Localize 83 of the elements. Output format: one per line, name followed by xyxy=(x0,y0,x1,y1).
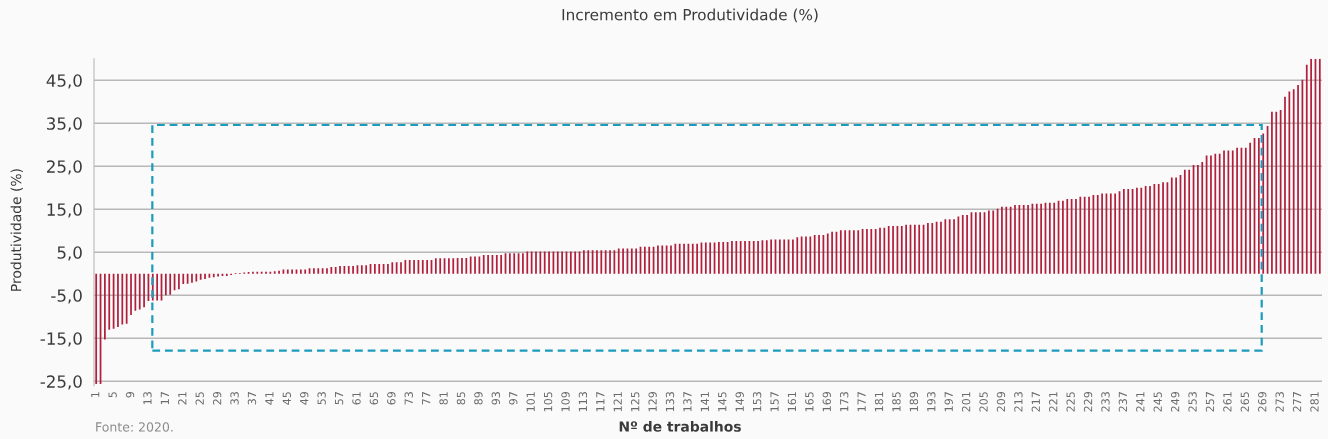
x-tick-label: 229 xyxy=(1083,391,1093,412)
x-tick-label: 185 xyxy=(892,392,901,412)
x-tick-label: 61 xyxy=(352,392,361,405)
y-tick-label: 15,0 xyxy=(47,203,82,218)
x-tick-label: 245 xyxy=(1153,392,1162,412)
x-tick-label: 73 xyxy=(404,392,413,405)
y-tick-label: -15,0 xyxy=(40,332,82,347)
x-tick-label: 141 xyxy=(700,392,709,412)
x-tick-label: 269 xyxy=(1258,391,1267,412)
x-tick-label: 257 xyxy=(1205,392,1215,412)
x-tick-label: 137 xyxy=(683,392,692,412)
x-tick-label: 93 xyxy=(491,392,501,405)
x-tick-label: 277 xyxy=(1292,392,1302,412)
x-tick-label: 149 xyxy=(735,391,744,412)
x-axis-title: Nº de trabalhos xyxy=(619,421,741,432)
x-tick-label: 105 xyxy=(543,392,553,412)
x-tick-label: 189 xyxy=(909,391,919,412)
x-tick-label: 33 xyxy=(230,392,239,405)
chart-title: Incremento em Produtividade (%) xyxy=(562,8,818,23)
y-tick-label: 35,0 xyxy=(47,117,82,132)
x-tick-label: 169 xyxy=(822,391,831,412)
x-tick-label: 205 xyxy=(979,392,988,412)
source-note: Fonte: 2020. xyxy=(96,422,173,432)
x-tick-label: 145 xyxy=(718,392,727,412)
x-tick-label: 249 xyxy=(1170,391,1180,412)
y-axis-title: Produtividade (%) xyxy=(10,169,23,291)
x-tick-label: 193 xyxy=(927,392,936,412)
x-tick-label: 177 xyxy=(857,392,866,412)
x-tick-label: 281 xyxy=(1310,392,1319,412)
x-tick-label: 17 xyxy=(160,392,169,405)
x-tick-label: 41 xyxy=(265,392,274,405)
x-tick-label: 13 xyxy=(143,392,152,405)
x-tick-label: 53 xyxy=(317,392,326,405)
x-tick-label: 29 xyxy=(212,391,222,405)
x-tick-label: 125 xyxy=(630,392,640,412)
x-tick-label: 213 xyxy=(1014,392,1023,412)
x-tick-label: 225 xyxy=(1066,392,1075,412)
x-tick-label: 233 xyxy=(1101,392,1110,412)
y-tick-label: 5,0 xyxy=(57,246,82,261)
x-tick-label: 101 xyxy=(526,392,535,412)
x-tick-label: 97 xyxy=(509,392,518,405)
x-tick-label: 109 xyxy=(561,391,570,412)
x-tick-label: 237 xyxy=(1118,392,1128,412)
x-tick-label: 261 xyxy=(1223,392,1232,412)
x-tick-label: 253 xyxy=(1188,392,1197,412)
x-tick-label: 45 xyxy=(282,392,291,405)
x-tick-label: 121 xyxy=(613,392,622,412)
x-tick-label: 221 xyxy=(1049,392,1058,412)
x-tick-label: 201 xyxy=(961,392,971,412)
x-tick-label: 181 xyxy=(874,392,884,412)
x-tick-label: 69 xyxy=(387,391,396,405)
x-tick-label: 209 xyxy=(996,391,1006,412)
x-tick-label: 165 xyxy=(805,392,814,412)
x-tick-label: 157 xyxy=(770,392,779,412)
x-tick-label: 117 xyxy=(596,392,605,412)
x-tick-label: 173 xyxy=(839,392,849,412)
x-tick-label: 113 xyxy=(578,392,588,412)
x-tick-label: 37 xyxy=(247,392,257,405)
x-tick-label: 81 xyxy=(439,392,448,405)
x-tick-label: 129 xyxy=(648,391,657,412)
y-tick-label: 25,0 xyxy=(47,160,82,175)
y-tick-label: -5,0 xyxy=(51,289,82,304)
x-tick-label: 5 xyxy=(108,392,117,398)
x-tick-label: 241 xyxy=(1136,392,1145,412)
x-tick-label: 273 xyxy=(1275,392,1284,412)
x-tick-label: 9 xyxy=(125,391,135,398)
x-tick-label: 217 xyxy=(1031,392,1040,412)
x-tick-label: 161 xyxy=(787,392,797,412)
x-tick-label: 153 xyxy=(752,392,762,412)
y-tick-label: 45,0 xyxy=(46,74,82,89)
x-tick-label: 77 xyxy=(422,392,431,405)
x-tick-label: 133 xyxy=(665,392,675,412)
x-tick-label: 89 xyxy=(474,391,483,405)
x-tick-label: 265 xyxy=(1240,392,1250,412)
x-tick-label: 25 xyxy=(195,392,204,405)
x-tick-label: 85 xyxy=(456,392,466,405)
x-tick-label: 65 xyxy=(369,392,379,405)
x-tick-label: 197 xyxy=(944,392,953,412)
x-tick-label: 57 xyxy=(335,392,344,405)
x-tick-label: 21 xyxy=(178,392,187,405)
y-tick-label: -25,0 xyxy=(40,375,82,390)
x-tick-label: 49 xyxy=(300,391,309,405)
x-tick-label: 1 xyxy=(91,392,100,397)
